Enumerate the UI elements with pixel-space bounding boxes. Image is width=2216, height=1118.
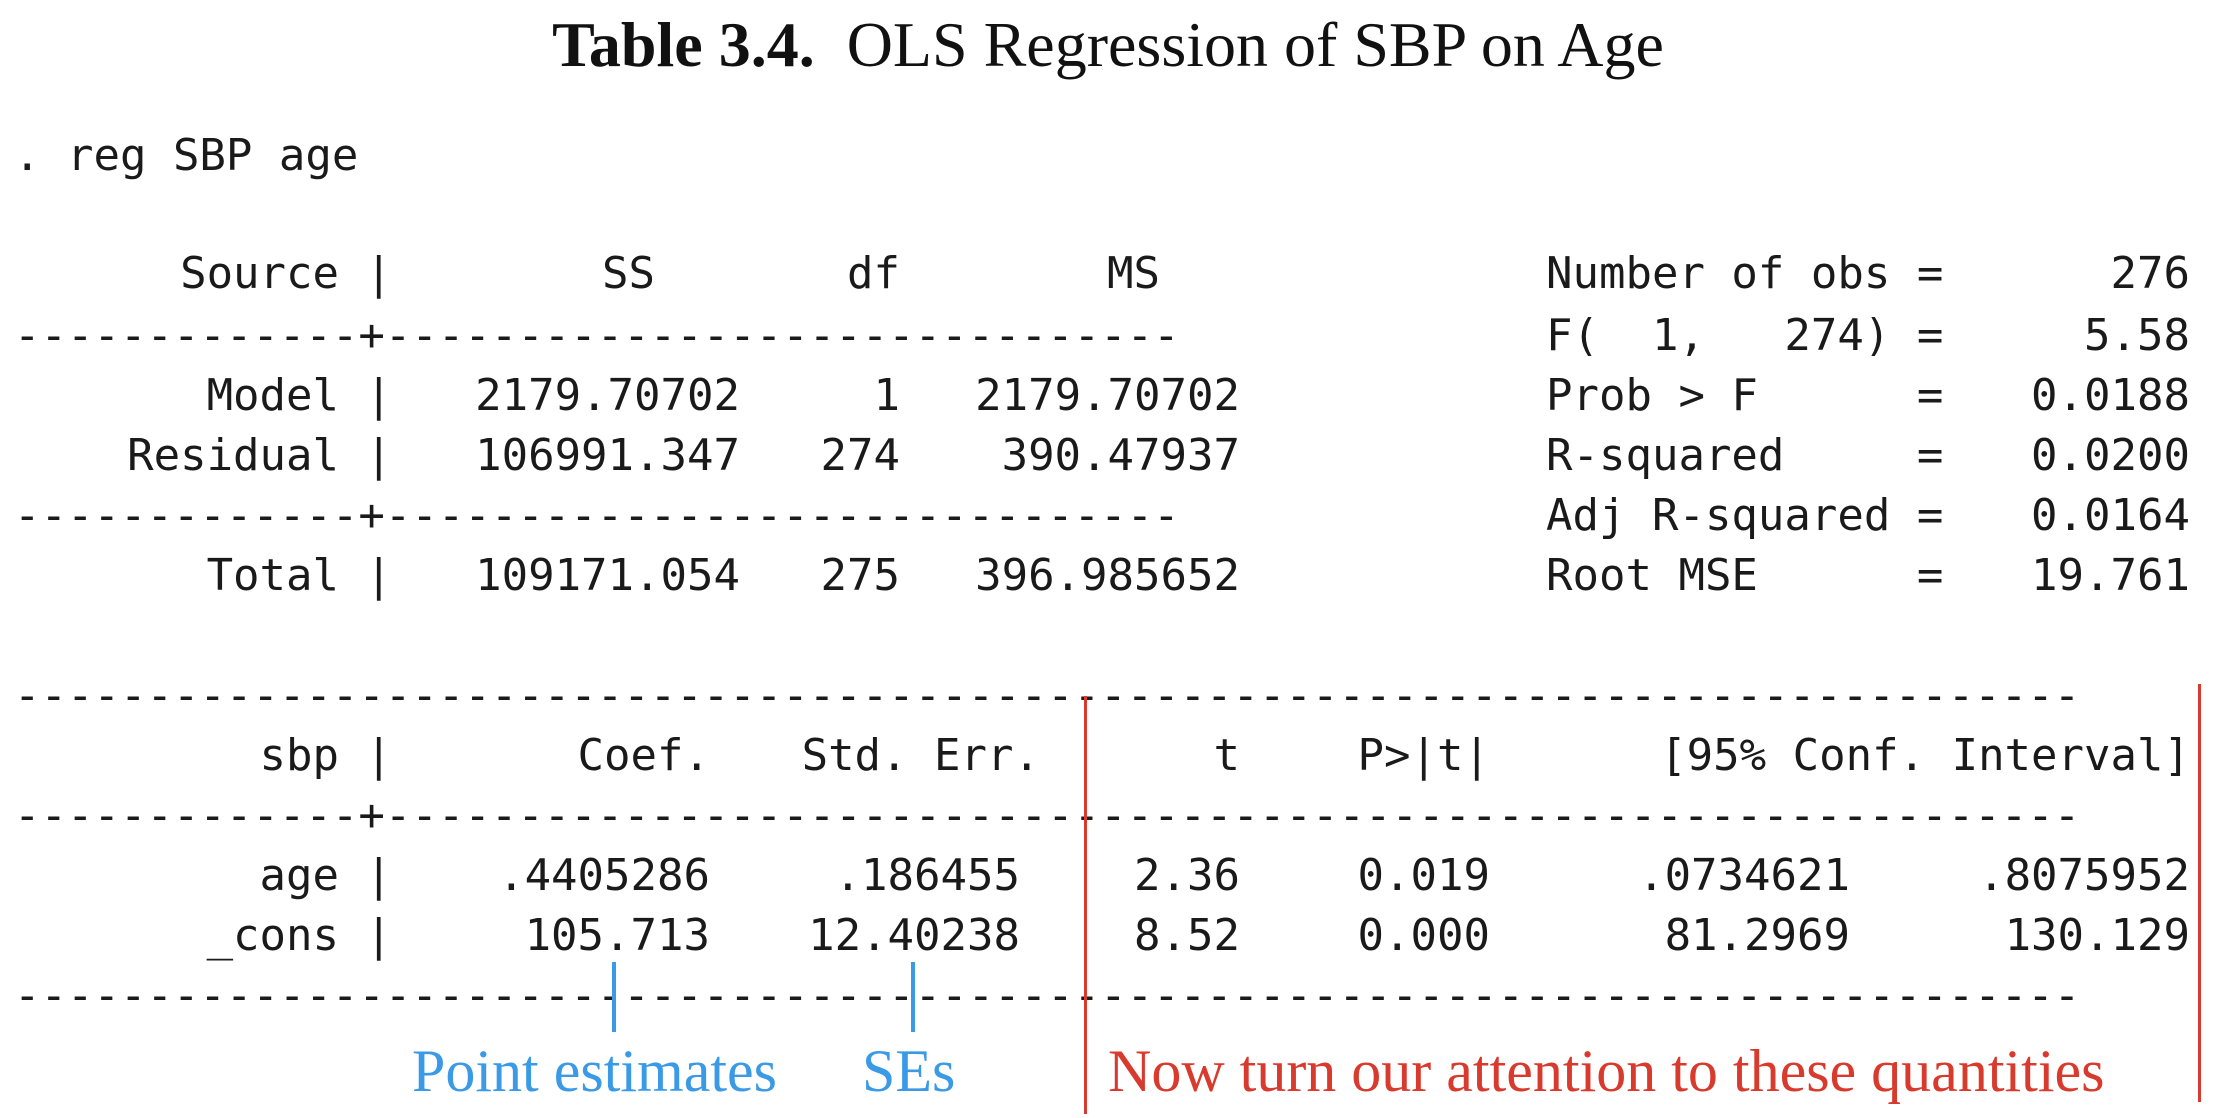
anova-row-ms: 2179.70702 — [975, 370, 1240, 421]
stat-value: 0.0200 — [2031, 430, 2190, 481]
stat-value: 19.761 — [2031, 550, 2190, 601]
coef-row-p: 0.000 — [1357, 910, 1490, 961]
anova-row-source: Model | — [206, 370, 392, 421]
highlight-bracket-right — [2198, 684, 2201, 1102]
anova-separator: -------------+--------------------------… — [14, 490, 1180, 541]
coef-row-estimate: 105.713 — [524, 910, 710, 961]
stat-label: Number of obs = — [1546, 248, 1944, 299]
anova-row-source: Total | — [206, 550, 392, 601]
coef-row-t: 2.36 — [1134, 850, 1240, 901]
coef-rule-top: ----------------------------------------… — [14, 670, 2081, 721]
anova-row-ss: 2179.70702 — [475, 370, 740, 421]
anova-row-ss: 109171.054 — [475, 550, 740, 601]
coef-row-t: 8.52 — [1134, 910, 1240, 961]
coef-header-p: P>|t| — [1357, 730, 1490, 781]
anova-row-df: 1 — [873, 370, 901, 421]
coef-header-var: sbp | — [259, 730, 392, 781]
anova-row-ms: 390.47937 — [1001, 430, 1240, 481]
point-estimate-pointer — [612, 962, 616, 1032]
stat-label: Prob > F = — [1546, 370, 1944, 421]
coef-row-ci-upper: .8075952 — [1978, 850, 2190, 901]
coef-header-se: Std. Err. — [801, 730, 1040, 781]
anova-header-ss: SS — [602, 248, 655, 299]
table-number: Table 3.4. — [552, 9, 815, 80]
anova-separator: -------------+--------------------------… — [14, 310, 1180, 361]
anova-header-ms: MS — [1107, 248, 1160, 299]
coef-row-ci-upper: 130.129 — [2004, 910, 2190, 961]
anova-row-df: 275 — [820, 550, 900, 601]
point-estimates-annotation: Point estimates — [412, 1038, 777, 1104]
stat-value: 0.0188 — [2031, 370, 2190, 421]
stat-label: F( 1, 274) = — [1546, 310, 1944, 361]
coef-row-estimate: .4405286 — [498, 850, 710, 901]
anova-row-ms: 396.985652 — [975, 550, 1240, 601]
stat-label: Root MSE = — [1546, 550, 1944, 601]
stat-value: 0.0164 — [2031, 490, 2190, 541]
table-caption: OLS Regression of SBP on Age — [846, 9, 1664, 80]
stat-value: 5.58 — [2084, 310, 2190, 361]
stat-label: R-squared = — [1546, 430, 1944, 481]
coef-rule-bottom: ----------------------------------------… — [14, 970, 2081, 1021]
anova-header-df: df — [847, 248, 900, 299]
coef-row-var: _cons | — [206, 910, 392, 961]
coef-row-se: 12.40238 — [808, 910, 1020, 961]
se-pointer — [911, 962, 915, 1032]
anova-row-ss: 106991.347 — [475, 430, 740, 481]
attention-annotation: Now turn our attention to these quantiti… — [1108, 1038, 2105, 1104]
coef-row-ci-lower: .0734621 — [1638, 850, 1850, 901]
anova-row-source: Residual | — [127, 430, 392, 481]
coef-header-separator: -------------+--------------------------… — [14, 790, 2081, 841]
stat-label: Adj R-squared = — [1546, 490, 1944, 541]
coef-row-se: .186455 — [834, 850, 1020, 901]
coef-row-ci-lower: 81.2969 — [1664, 910, 1850, 961]
anova-header-source: Source | — [180, 248, 392, 299]
anova-row-df: 274 — [820, 430, 900, 481]
coef-header-coef: Coef. — [577, 730, 710, 781]
highlight-bracket-left — [1084, 696, 1087, 1114]
coef-row-p: 0.019 — [1357, 850, 1490, 901]
coef-header-ci: [95% Conf. Interval] — [1660, 730, 2190, 781]
stat-value: 276 — [2110, 248, 2190, 299]
coef-row-var: age | — [259, 850, 392, 901]
command-line: . reg SBP age — [14, 130, 359, 181]
coef-header-t: t — [1213, 730, 1241, 781]
ses-annotation: SEs — [862, 1038, 956, 1104]
table-title: Table 3.4. OLS Regression of SBP on Age — [0, 8, 2216, 82]
